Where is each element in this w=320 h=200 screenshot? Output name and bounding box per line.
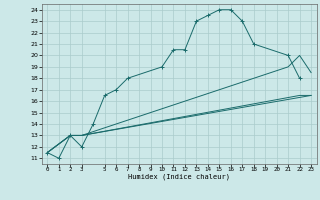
X-axis label: Humidex (Indice chaleur): Humidex (Indice chaleur) <box>128 174 230 180</box>
